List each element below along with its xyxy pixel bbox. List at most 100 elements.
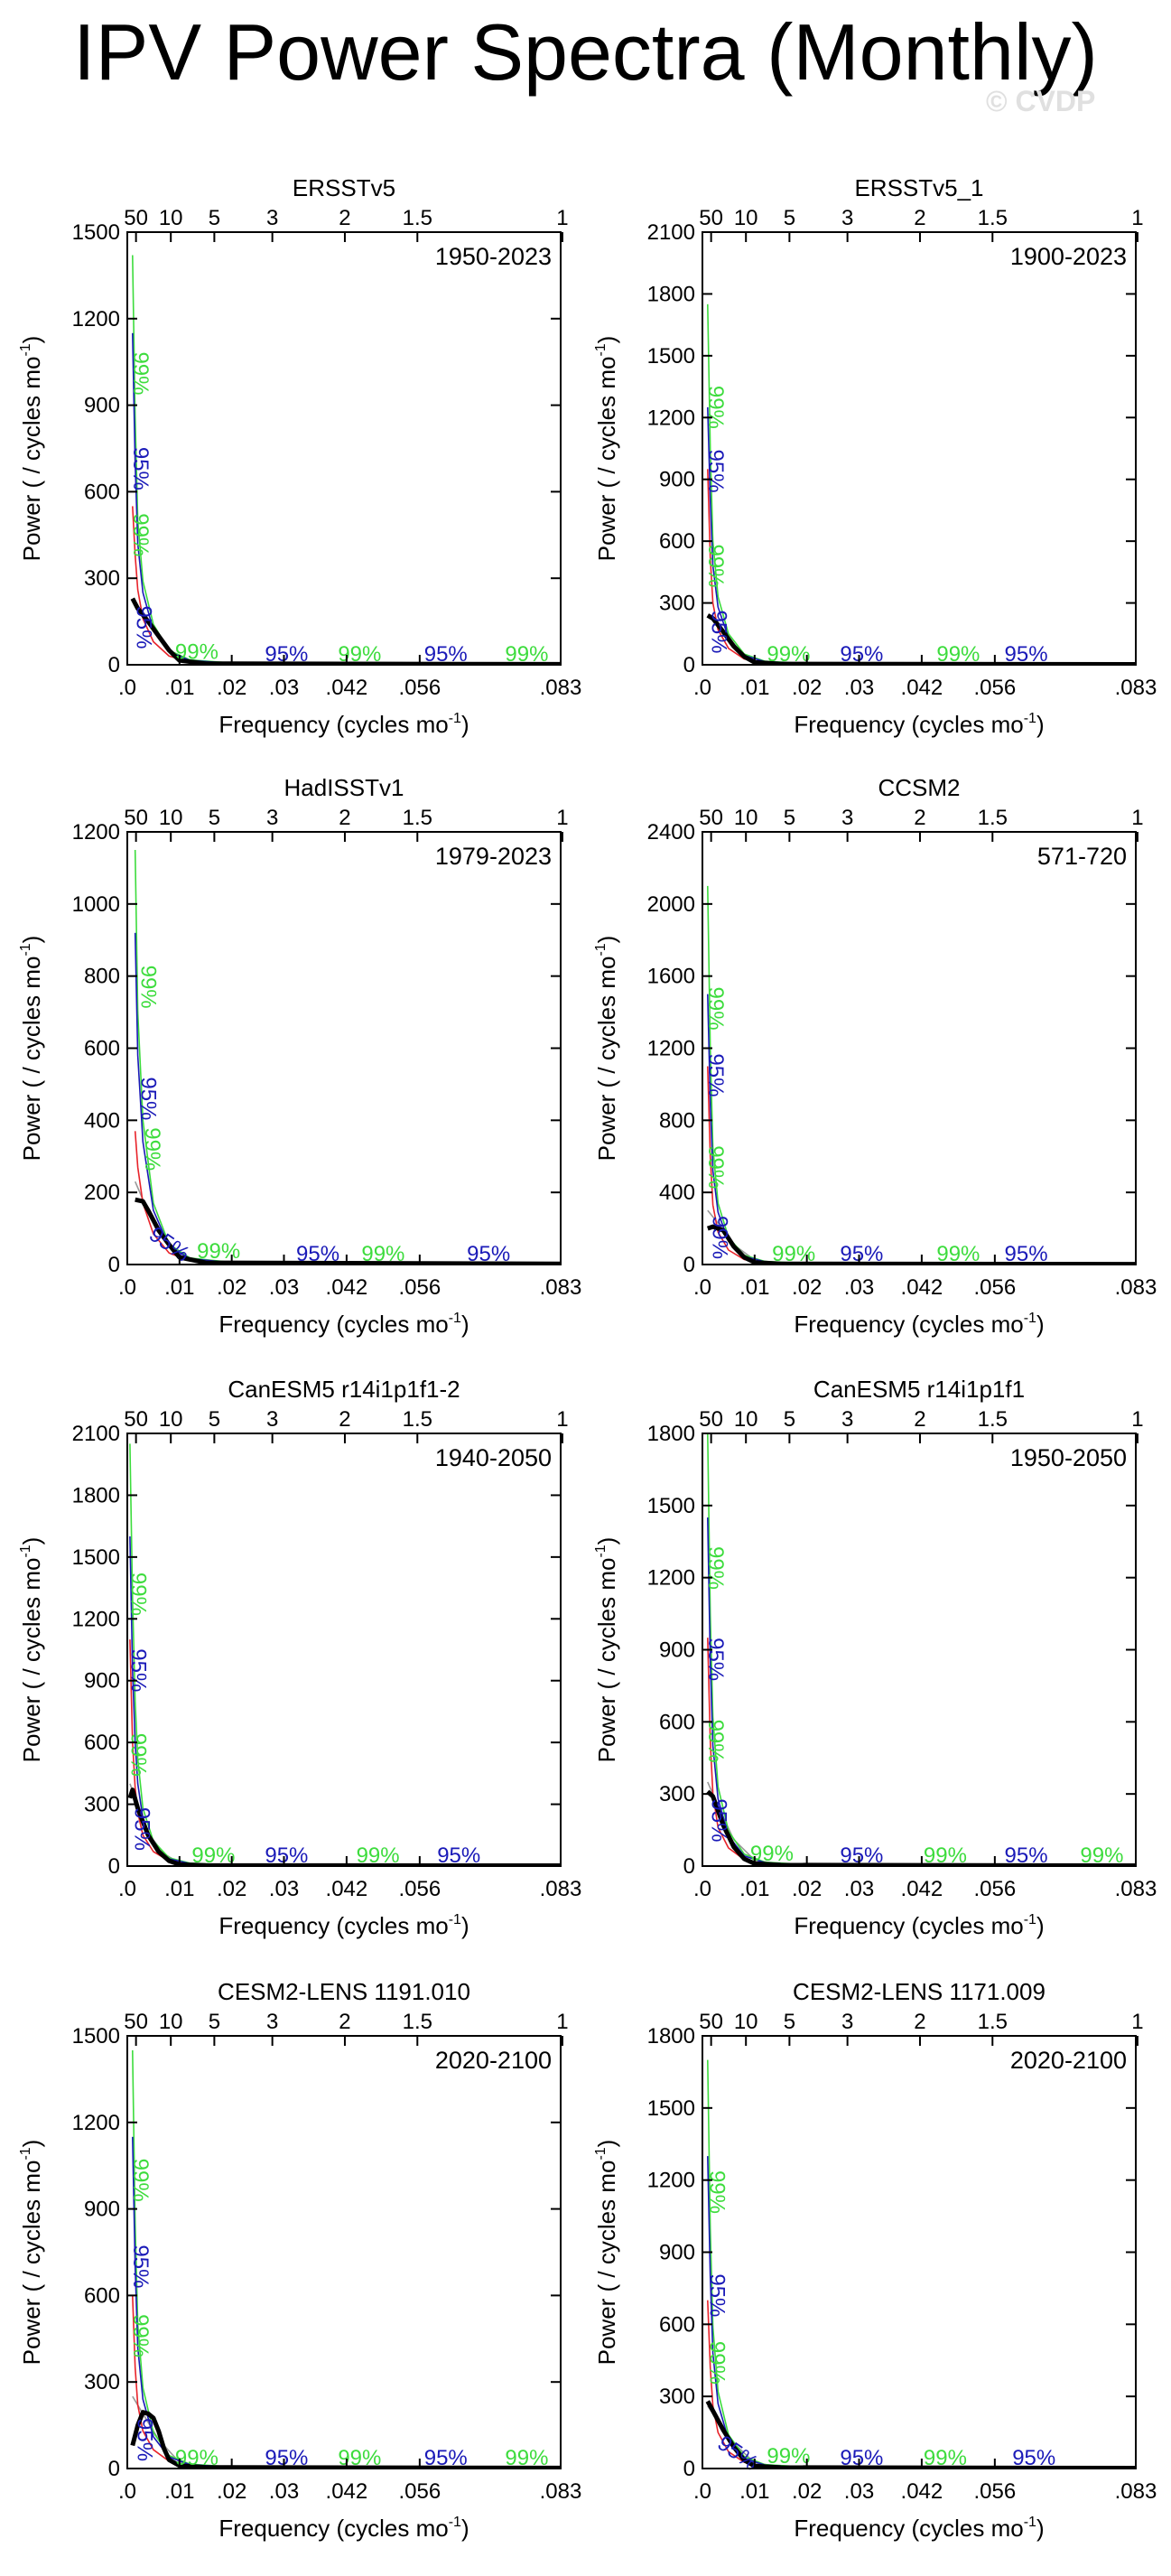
significance-label: 95% bbox=[131, 605, 155, 649]
significance-label: 95% bbox=[136, 1077, 161, 1120]
period-tick-label: 1 bbox=[1131, 806, 1143, 830]
series-line-ci95 bbox=[132, 2136, 561, 2469]
significance-label: 99% bbox=[128, 2159, 153, 2202]
y-tick-label: 1800 bbox=[647, 1422, 695, 1446]
x-tick-label: .042 bbox=[326, 2479, 368, 2504]
significance-label: 99% bbox=[128, 351, 153, 395]
series-group bbox=[705, 2059, 1136, 2469]
y-tick-label: 2000 bbox=[647, 892, 695, 917]
period-label: 1950-2050 bbox=[1010, 1444, 1127, 1471]
period-tick-label: 2 bbox=[914, 206, 925, 230]
period-tick-label: 50 bbox=[699, 206, 723, 230]
chart-panel-7: 99% 95% 99% 95% 99% 95% 99% 95% 99% 0 300 600 900 120… bbox=[18, 1978, 581, 2542]
watermark: © CVDP bbox=[986, 85, 1096, 117]
significance-label: 95% bbox=[424, 2446, 468, 2470]
panel-title: CESM2-LENS 1171.009 bbox=[793, 1978, 1046, 2005]
significance-label: 99% bbox=[140, 1127, 164, 1171]
significance-label: 95% bbox=[296, 1242, 339, 1266]
period-tick-label: 1.5 bbox=[403, 806, 432, 830]
significance-label: 99% bbox=[126, 1573, 151, 1616]
significance-label: 95% bbox=[437, 1843, 480, 1868]
y-tick-label: 600 bbox=[84, 1037, 120, 1061]
x-tick-label: .083 bbox=[1115, 676, 1157, 700]
significance-label: 95% bbox=[840, 1242, 883, 1266]
significance-label: 99% bbox=[924, 1843, 967, 1868]
chart-panel-1: 99% 95% 99% 95% 99% 95% 99% 95% 99% 0 300 600 900 120… bbox=[18, 174, 581, 738]
period-tick-label: 1 bbox=[556, 1407, 568, 1432]
x-tick-label: .03 bbox=[844, 2479, 874, 2504]
series-line-ci99 bbox=[707, 1433, 1136, 1866]
series-group bbox=[130, 255, 561, 665]
significance-label: 99% bbox=[126, 1733, 151, 1777]
plot-frame bbox=[702, 831, 1137, 1265]
y-tick-label: 400 bbox=[84, 1108, 120, 1133]
y-tick-label: 0 bbox=[108, 1253, 120, 1277]
x-tick-label: .056 bbox=[398, 1275, 441, 1300]
x-tick-label: .056 bbox=[398, 676, 441, 700]
significance-label: 99% bbox=[505, 642, 548, 667]
significance-label: 99% bbox=[703, 1546, 728, 1590]
x-tick-label: .083 bbox=[540, 2479, 582, 2504]
series-group bbox=[134, 849, 561, 1265]
x-tick-label: .01 bbox=[739, 2479, 769, 2504]
y-tick-label: 0 bbox=[683, 2457, 695, 2481]
period-tick-label: 1 bbox=[556, 206, 568, 230]
significance-label: 99% bbox=[772, 1242, 815, 1266]
period-tick-label: 50 bbox=[699, 806, 723, 830]
x-tick-label: .03 bbox=[269, 676, 299, 700]
series-line-ci95 bbox=[707, 1517, 1136, 1866]
period-tick-label: 3 bbox=[841, 2010, 853, 2034]
period-tick-label: 10 bbox=[734, 2010, 758, 2034]
y-axis-label: Power ( / cycles mo-1) bbox=[593, 1537, 620, 1763]
x-tick-label: .01 bbox=[739, 1275, 769, 1300]
x-tick-label: .042 bbox=[326, 1877, 368, 1901]
x-tick-label: .01 bbox=[164, 676, 194, 700]
x-tick-label: .02 bbox=[217, 1275, 246, 1300]
significance-label: 99% bbox=[136, 966, 161, 1009]
significance-label: 95% bbox=[265, 1843, 308, 1868]
significance-label: 95% bbox=[706, 1798, 730, 1842]
significance-label: 99% bbox=[708, 1216, 732, 1259]
series-line-ci95 bbox=[134, 932, 561, 1265]
significance-label: 95% bbox=[126, 1648, 151, 1692]
x-tick-label: .01 bbox=[164, 1877, 194, 1901]
chart-panel-2: 99%95%99%95%99% 95% 99% 95%0300600900120015… bbox=[593, 174, 1157, 738]
significance-label: 99% bbox=[197, 1239, 240, 1264]
series-line-ci99 bbox=[132, 2049, 561, 2469]
significance-label: 99% bbox=[936, 1242, 980, 1266]
x-axis-label: Frequency (cycles mo-1) bbox=[218, 1912, 469, 1939]
y-tick-label: 900 bbox=[659, 468, 695, 492]
significance-label: 95% bbox=[1005, 642, 1048, 667]
period-label: 571-720 bbox=[1037, 843, 1127, 870]
y-tick-label: 600 bbox=[84, 1731, 120, 1755]
significance-label: 95% bbox=[1005, 1843, 1048, 1868]
period-tick-label: 1 bbox=[1131, 1407, 1143, 1432]
series-line-spectrum bbox=[706, 1224, 1136, 1265]
significance-label: 99% bbox=[175, 2446, 218, 2470]
period-tick-label: 2 bbox=[914, 2010, 925, 2034]
y-axis-label: Power ( / cycles mo-1) bbox=[593, 336, 620, 562]
significance-label: 99% bbox=[505, 2446, 548, 2470]
x-tick-label: .01 bbox=[739, 676, 769, 700]
y-tick-label: 1500 bbox=[72, 2024, 120, 2049]
y-tick-label: 900 bbox=[659, 1638, 695, 1663]
y-axis-label: Power ( / cycles mo-1) bbox=[18, 1537, 45, 1763]
x-axis-label: Frequency (cycles mo-1) bbox=[218, 1311, 469, 1338]
period-tick-label: 5 bbox=[209, 206, 220, 230]
significance-label: 95% bbox=[424, 642, 468, 667]
plot-frame bbox=[126, 1433, 562, 1867]
y-tick-label: 1600 bbox=[647, 965, 695, 989]
significance-label: 99% bbox=[361, 1242, 404, 1266]
chart-panel-5: 99%95%99%95%99% 95% 99% 95%0300600900120015… bbox=[18, 1376, 581, 1939]
significance-label: 95% bbox=[706, 610, 730, 653]
period-tick-label: 10 bbox=[734, 1407, 758, 1432]
x-tick-label: .0 bbox=[118, 676, 136, 700]
series-line-ci99 bbox=[132, 255, 561, 665]
x-tick-label: .02 bbox=[217, 2479, 246, 2504]
significance-label: 95% bbox=[265, 642, 308, 667]
x-tick-label: .042 bbox=[901, 1275, 943, 1300]
y-tick-label: 1800 bbox=[647, 2024, 695, 2049]
significance-label: 95% bbox=[133, 2418, 157, 2461]
period-tick-label: 1.5 bbox=[978, 806, 1008, 830]
significance-label: 95% bbox=[1012, 2446, 1055, 2470]
